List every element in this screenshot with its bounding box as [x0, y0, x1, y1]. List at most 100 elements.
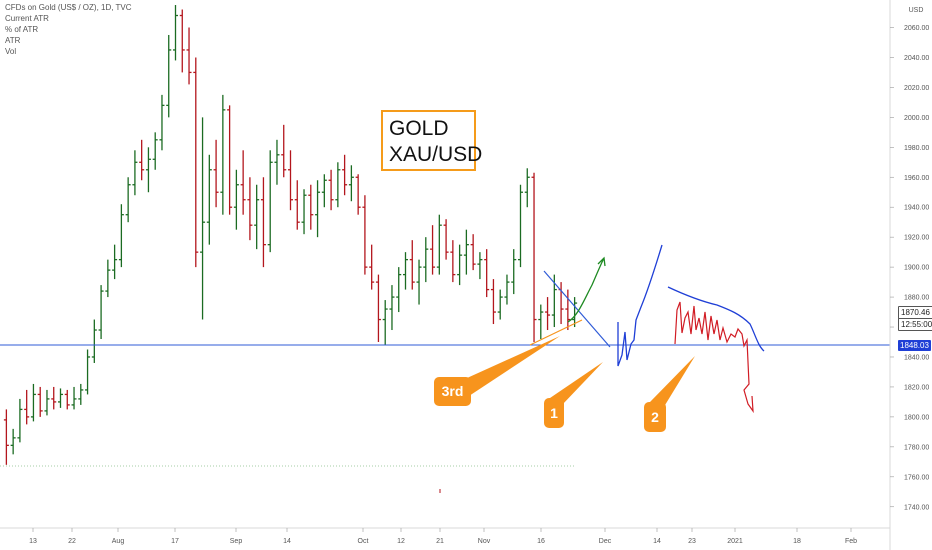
ohlc-bar [294, 180, 300, 230]
y-tick-label: 1920.00 [904, 235, 929, 242]
y-tick-label: 2000.00 [904, 115, 929, 122]
ohlc-bar [152, 132, 158, 170]
legend-line: % of ATR [5, 25, 39, 34]
ohlc-bar [342, 154, 348, 196]
trend-line-blue-top [543, 270, 611, 348]
ohlc-bar [206, 154, 212, 245]
ohlc-bar [288, 150, 293, 211]
x-tick-label: Oct [358, 538, 369, 545]
gold-annotation-box: GOLD XAU/USD [381, 110, 483, 171]
callout-3rd: 3rd [434, 377, 471, 406]
x-tick-label: Sep [230, 538, 243, 545]
ohlc-bar [301, 189, 307, 235]
y-tick-label: 1900.00 [904, 265, 929, 272]
x-tick-label: Aug [112, 538, 125, 545]
x-tick-label: 13 [29, 538, 37, 545]
x-tick-label: 2021 [727, 538, 743, 545]
y-tick-label: 1880.00 [904, 295, 929, 302]
y-tick-label: 1940.00 [904, 205, 929, 212]
ohlc-bar [423, 237, 429, 283]
ohlc-bar [44, 389, 50, 416]
ohlc-bar [37, 386, 43, 417]
legend-line: ATR [5, 36, 21, 45]
ohlc-bar [254, 184, 260, 250]
ohlc-bar [105, 259, 111, 298]
ohlc-bar [240, 150, 246, 215]
y-tick-label: 1840.00 [904, 354, 929, 361]
ohlc-bar [91, 319, 97, 363]
x-tick-label: Nov [478, 538, 491, 545]
callout-2: 2 [644, 402, 666, 432]
support-price-tag: 1848.03 [898, 340, 931, 351]
ohlc-bar [328, 169, 334, 211]
ohlc-bar [247, 177, 253, 241]
y-tick-label: 1960.00 [904, 175, 929, 182]
x-tick-label: 16 [537, 538, 545, 545]
ohlc-bar [58, 388, 63, 408]
ohlc-bar [30, 383, 36, 422]
y-tick-label: 1980.00 [904, 145, 929, 152]
callout-1-pointer [550, 362, 603, 405]
y-tick-label: 1740.00 [904, 504, 929, 511]
ohlc-bar [484, 249, 490, 298]
ohlc-bar [132, 150, 138, 196]
ohlc-bars [3, 5, 578, 465]
ohlc-bar [497, 289, 503, 320]
ohlc-bar [17, 398, 23, 443]
annotation-line-2: XAU/USD [389, 143, 483, 166]
ohlc-bar [213, 139, 219, 208]
ohlc-bar [71, 386, 77, 410]
ohlc-bar [51, 386, 57, 410]
callout-1: 1 [544, 398, 564, 428]
ohlc-bar [125, 177, 131, 223]
ohlc-bar [3, 409, 9, 465]
ohlc-bar [369, 244, 375, 290]
x-tick-label: 18 [793, 538, 801, 545]
x-tick-label: 17 [171, 538, 179, 545]
legend-line: Current ATR [5, 14, 49, 23]
legend-title: CFDs on Gold (US$ / OZ), 1D, TVC [5, 3, 132, 12]
ohlc-bar [78, 383, 84, 405]
annotation-line-1: GOLD [389, 117, 449, 140]
y-tick-label: 1780.00 [904, 444, 929, 451]
ohlc-bar [470, 234, 476, 271]
ohlc-bar [98, 285, 104, 340]
ohlc-bar [409, 240, 415, 290]
green-projection-drawing [567, 256, 606, 323]
y-tick-label: 2060.00 [904, 25, 929, 32]
callout-3rd-pointer [456, 336, 560, 396]
ohlc-bar [112, 244, 118, 280]
callout-2-pointer [650, 356, 695, 410]
ohlc-bar [166, 34, 172, 118]
trend-line-orange-support [529, 319, 583, 346]
ohlc-bar [186, 27, 192, 85]
y-tick-label: 2020.00 [904, 85, 929, 92]
ohlc-bar [538, 304, 544, 340]
ohlc-bar [10, 428, 16, 455]
ohlc-bar [200, 117, 206, 320]
ohlc-bar [430, 225, 436, 275]
ohlc-bar [159, 94, 165, 151]
x-tick-label: 12 [397, 538, 405, 545]
y-tick-label: 1820.00 [904, 384, 929, 391]
y-unit-label: USD [909, 7, 924, 14]
ohlc-bar [179, 9, 185, 73]
ohlc-bar [139, 139, 145, 181]
ohlc-bar [450, 240, 456, 283]
ohlc-bar [396, 267, 402, 313]
x-tick-label: Dec [599, 538, 612, 545]
ohlc-bar [416, 259, 422, 305]
x-tick-label: 14 [653, 538, 661, 545]
ohlc-bar [511, 249, 517, 295]
ohlc-bar [504, 274, 510, 305]
ohlc-bar [274, 139, 280, 185]
time-tag: 12:55:00 [898, 318, 932, 331]
legend-line: Vol [5, 47, 17, 56]
ohlc-bar [64, 389, 70, 410]
y-tick-label: 1800.00 [904, 414, 929, 421]
ohlc-bar [85, 349, 91, 395]
red-projection-drawing [674, 301, 754, 414]
ohlc-bar [335, 162, 341, 208]
